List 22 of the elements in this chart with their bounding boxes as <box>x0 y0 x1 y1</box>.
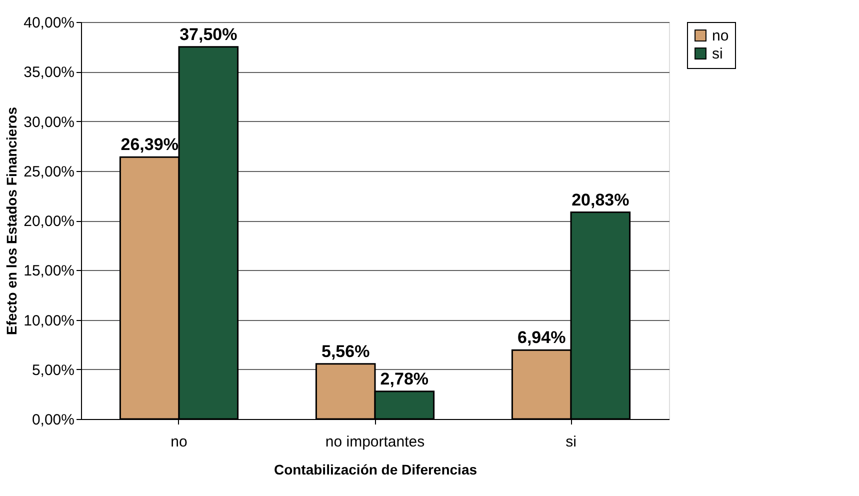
data-label: 37,50% <box>180 24 238 44</box>
y-tick-label: 10,00% <box>24 312 74 330</box>
x-axis-title: Contabilización de Diferencias <box>274 462 478 478</box>
y-axis-title: Efecto en los Estados Financieros <box>4 106 20 335</box>
y-tick-label: 15,00% <box>24 262 74 280</box>
data-label: 6,94% <box>518 328 566 348</box>
x-tick-label: no <box>170 434 188 450</box>
y-tick-label: 0,00% <box>32 412 74 428</box>
y-tick-label: 25,00% <box>24 163 74 180</box>
data-label: 5,56% <box>322 342 370 361</box>
x-tick-label: si <box>566 434 576 450</box>
y-tick-label: 30,00% <box>24 114 74 131</box>
legend-label: no <box>712 28 729 44</box>
data-label: 26,39% <box>120 135 178 154</box>
data-label: 2,78% <box>380 369 428 388</box>
y-tick-label: 5,00% <box>32 362 74 379</box>
y-tick-label: 40,00% <box>24 14 74 32</box>
y-tick-label: 20,00% <box>24 213 74 230</box>
legend-label: si <box>712 46 723 62</box>
y-tick-label: 35,00% <box>24 64 74 82</box>
x-tick-label: no importantes <box>325 434 425 450</box>
data-label: 20,83% <box>572 190 630 210</box>
